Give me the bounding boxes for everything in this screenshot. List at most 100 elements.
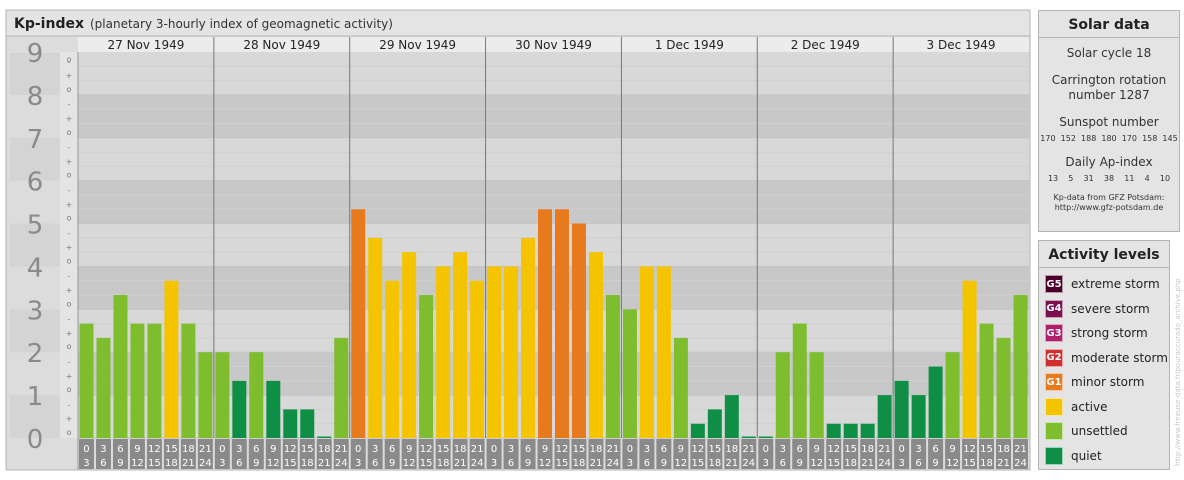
interval-start-label: 21 bbox=[1014, 444, 1027, 455]
interval-cell bbox=[724, 439, 740, 469]
interval-start-label: 15 bbox=[573, 444, 586, 455]
interval-start-label: 18 bbox=[318, 444, 331, 455]
kp-bar bbox=[928, 366, 943, 438]
interval-start-label: 6 bbox=[797, 444, 803, 455]
interval-cell bbox=[146, 439, 162, 469]
y-tick-label-1: 1 bbox=[27, 382, 44, 412]
interval-end-label: 15 bbox=[148, 458, 161, 469]
subtick-plus-3: + bbox=[66, 286, 73, 295]
interval-end-label: 12 bbox=[131, 458, 144, 469]
kp-bar bbox=[215, 352, 230, 438]
activity-level-label: unsettled bbox=[1071, 424, 1128, 438]
interval-cell bbox=[1013, 439, 1028, 469]
y-band-ticks-3 bbox=[60, 266, 78, 310]
plot-band-3 bbox=[78, 266, 1029, 310]
subtick-o-0: o bbox=[67, 428, 72, 437]
kp-bar bbox=[147, 323, 162, 438]
interval-end-label: 18 bbox=[165, 458, 178, 469]
kp-bar bbox=[605, 295, 620, 438]
interval-cell bbox=[418, 439, 434, 469]
kp-bar bbox=[504, 266, 519, 438]
kp-bar bbox=[487, 266, 502, 438]
interval-start-label: 3 bbox=[100, 444, 106, 455]
y-tick-label-7: 7 bbox=[27, 125, 44, 155]
kp-bar bbox=[266, 380, 281, 438]
kp-bar bbox=[1013, 295, 1028, 438]
interval-start-label: 18 bbox=[725, 444, 738, 455]
interval-cell bbox=[367, 439, 383, 469]
subtick-o-3: o bbox=[67, 299, 72, 308]
interval-start-label: 15 bbox=[980, 444, 993, 455]
activity-level-row: G2 moderate storm bbox=[1045, 348, 1168, 368]
activity-level-code: G3 bbox=[1046, 327, 1062, 339]
y-band-label-6 bbox=[10, 137, 60, 181]
kp-bar bbox=[622, 309, 637, 438]
interval-cell bbox=[622, 439, 638, 469]
interval-end-label: 6 bbox=[372, 458, 378, 469]
interval-cell bbox=[452, 439, 468, 469]
day-label-strip bbox=[78, 37, 1029, 52]
day-label: 1 Dec 1949 bbox=[655, 38, 724, 52]
interval-start-label: 12 bbox=[827, 444, 840, 455]
chart-title: Kp-index bbox=[14, 16, 84, 32]
kp-bar bbox=[453, 252, 468, 438]
y-band-label-3 bbox=[10, 266, 60, 310]
kp-bar bbox=[809, 352, 824, 438]
interval-cell bbox=[979, 439, 995, 469]
y-band-ticks-0 bbox=[60, 395, 78, 438]
interval-start-label: 3 bbox=[644, 444, 650, 455]
interval-cell bbox=[945, 439, 961, 469]
y-tick-label-6: 6 bbox=[27, 168, 44, 198]
activity-level-swatch bbox=[1045, 422, 1063, 440]
activity-level-row: G4 severe storm bbox=[1045, 299, 1150, 319]
kp-bar bbox=[724, 395, 739, 438]
interval-start-label: 12 bbox=[284, 444, 297, 455]
kp-bar bbox=[826, 423, 841, 438]
interval-start-label: 3 bbox=[780, 444, 786, 455]
kp-bar bbox=[385, 280, 400, 438]
interval-end-label: 6 bbox=[100, 458, 106, 469]
interval-end-label: 18 bbox=[573, 458, 586, 469]
interval-start-label: 15 bbox=[708, 444, 721, 455]
interval-cell bbox=[775, 439, 791, 469]
carrington-line1: Carrington rotation bbox=[1051, 73, 1167, 87]
interval-cell bbox=[928, 439, 944, 469]
interval-start-label: 9 bbox=[542, 444, 548, 455]
interval-cell bbox=[537, 439, 553, 469]
plot-band-7 bbox=[78, 94, 1029, 138]
kp-bar bbox=[334, 337, 349, 438]
solar-cycle: Solar cycle 18 bbox=[1066, 46, 1152, 60]
kp-bar bbox=[470, 280, 485, 438]
interval-end-label: 18 bbox=[708, 458, 721, 469]
interval-start-label: 15 bbox=[165, 444, 178, 455]
ap-values: 13 5 31 38 11 4 10 bbox=[1047, 174, 1171, 183]
activity-level-label: minor storm bbox=[1071, 375, 1145, 389]
kp-bar bbox=[96, 337, 111, 438]
activity-level-label: moderate storm bbox=[1071, 350, 1168, 365]
interval-end-label: 18 bbox=[301, 458, 314, 469]
kp-bar bbox=[741, 436, 756, 438]
interval-end-label: 6 bbox=[780, 458, 786, 469]
interval-start-label: 0 bbox=[898, 444, 904, 455]
kp-bar bbox=[300, 409, 315, 438]
interval-end-label: 6 bbox=[508, 458, 514, 469]
activity-level-swatch bbox=[1045, 446, 1063, 465]
subtick-o-8: o bbox=[67, 85, 72, 94]
interval-cell bbox=[996, 439, 1012, 469]
y-band-label-8 bbox=[10, 52, 60, 95]
subtick-plus-8: + bbox=[66, 72, 73, 81]
y-band-ticks-8 bbox=[60, 52, 78, 95]
source-line2: http://www.gfz-potsdam.de bbox=[1054, 203, 1164, 212]
interval-start-label: 0 bbox=[355, 444, 361, 455]
y-tick-label-8: 8 bbox=[27, 82, 44, 112]
interval-end-label: 3 bbox=[83, 458, 89, 469]
subtick-plus-5: + bbox=[66, 200, 73, 209]
interval-end-label: 24 bbox=[742, 458, 755, 469]
interval-start-label: 9 bbox=[814, 444, 820, 455]
solar-data-panel: Solar data Solar cycle 18 Carrington rot… bbox=[1038, 10, 1180, 232]
interval-cell bbox=[180, 439, 196, 469]
activity-level-row: unsettled bbox=[1045, 421, 1128, 441]
interval-end-label: 24 bbox=[1014, 458, 1027, 469]
kp-bar bbox=[79, 323, 94, 438]
interval-start-label: 0 bbox=[491, 444, 497, 455]
